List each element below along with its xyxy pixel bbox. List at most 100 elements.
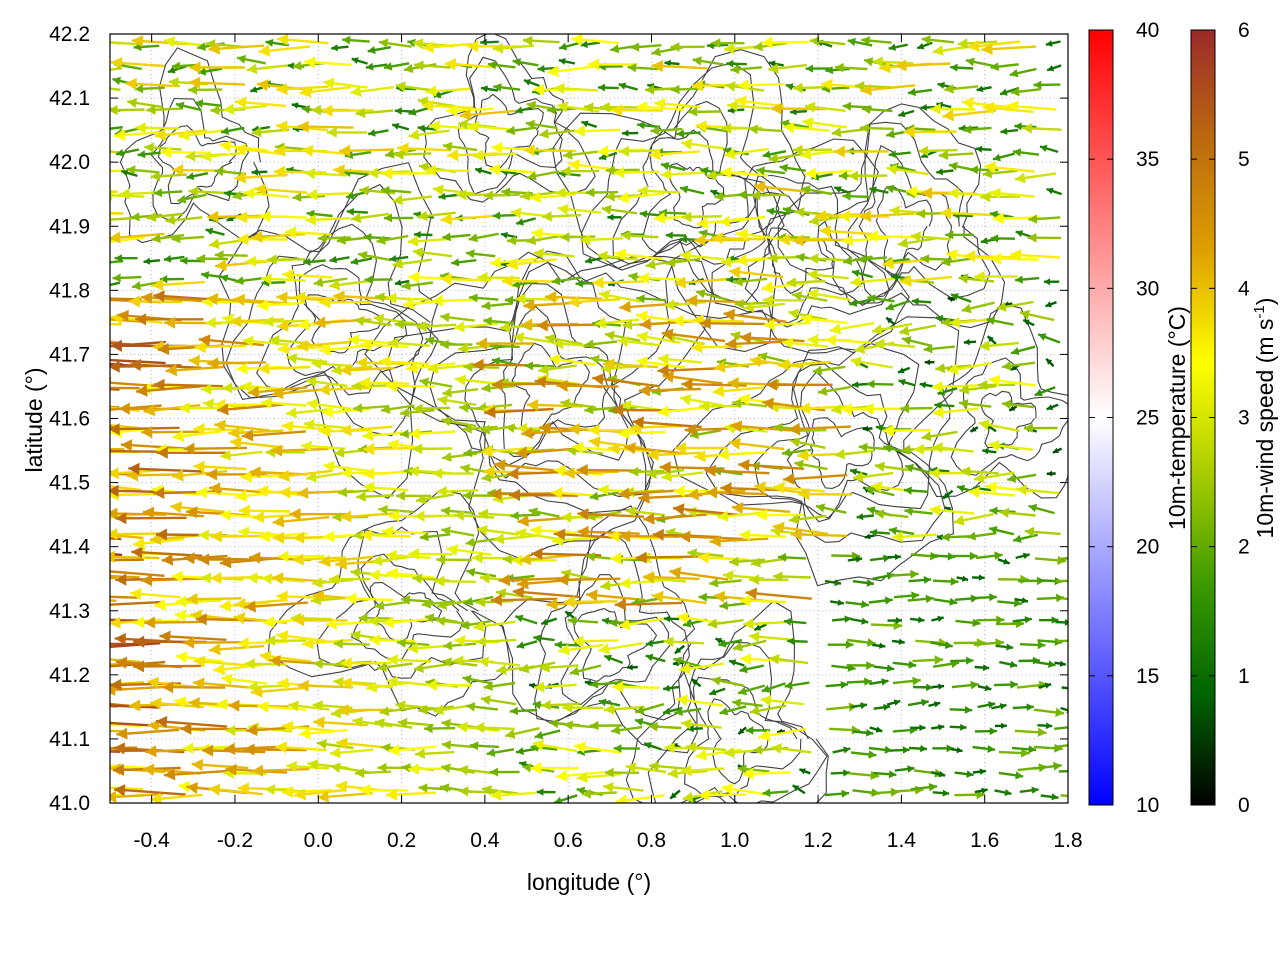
wind-vector-head (731, 502, 744, 515)
wind-vector-head (852, 381, 859, 389)
wind-vector-head (413, 247, 424, 258)
wind-vector-head (113, 742, 126, 755)
wind-vector-head (110, 423, 120, 436)
wind-vector-head (700, 166, 709, 175)
wind-vector-head (475, 167, 483, 175)
wind-vector-shaft (745, 591, 812, 600)
wind-vector-head (129, 358, 142, 371)
wind-vector-head (932, 45, 944, 56)
wind-vector-head (304, 168, 316, 180)
wind-vector-head (673, 656, 683, 666)
wind-vector-head (510, 511, 519, 521)
contour-line (875, 185, 933, 276)
wind-vector-head (609, 618, 618, 628)
colorbar-tick-label: 1 (1238, 665, 1250, 688)
wind-vector-head (528, 507, 538, 517)
wind-vector-head (723, 308, 736, 321)
wind-vector-head (110, 616, 121, 629)
wind-vector-head (942, 789, 950, 797)
wind-vector-head (521, 318, 533, 331)
wind-vector-head (537, 64, 545, 73)
wind-vector-head (886, 664, 895, 672)
wind-vector-head (183, 636, 195, 649)
wind-vector-head (844, 615, 852, 623)
wind-vector-head (768, 252, 778, 263)
colorbar-tick-label: 10 (1136, 794, 1159, 817)
wind-vector-head (358, 444, 368, 454)
wind-vector-head (454, 510, 465, 521)
wind-vector-head (131, 546, 143, 559)
wind-vector-head (697, 551, 710, 564)
wind-vector-head (441, 718, 451, 729)
wind-vector-head (489, 767, 499, 777)
wind-vector-head (276, 120, 288, 133)
wind-vector-head (458, 765, 469, 776)
wind-vector-head (220, 509, 232, 522)
wind-vector-head (721, 783, 734, 795)
wind-vector-head (869, 186, 877, 194)
wind-vector-head (520, 190, 531, 201)
wind-vector-head (306, 471, 317, 483)
wind-vector-head (648, 721, 658, 732)
wind-vector-head (636, 310, 648, 323)
wind-vector-head (883, 554, 891, 563)
wind-vector-head (727, 100, 738, 112)
wind-vector-head (738, 728, 745, 735)
wind-vector-head (658, 208, 667, 218)
wind-vector-head (200, 572, 211, 584)
wind-vector-head (217, 403, 229, 416)
contour-line (119, 47, 270, 244)
wind-vector-head (808, 253, 819, 264)
wind-vector-head (988, 374, 1001, 387)
wind-vector-head (532, 739, 544, 751)
wind-vector-head (1045, 301, 1052, 308)
wind-vector-head (246, 63, 258, 75)
wind-vector-head (946, 249, 958, 261)
wind-vector-head (834, 448, 845, 460)
wind-vector-head (605, 191, 615, 202)
wind-vector-head (270, 444, 283, 457)
wind-vector-head (516, 747, 524, 755)
wind-vector-head (860, 83, 872, 96)
wind-vector-head (397, 142, 409, 155)
wind-vector-head (657, 405, 670, 418)
wind-vector-head (1059, 660, 1066, 667)
wind-vector-head (1013, 599, 1022, 608)
wind-vector-head (556, 379, 568, 392)
wind-vector-head (870, 528, 877, 537)
wind-vector-head (638, 384, 650, 397)
wind-vector-head (866, 729, 874, 737)
wind-vector-head (472, 149, 484, 161)
wind-vector-head (860, 702, 868, 710)
wind-vector-head (842, 101, 852, 111)
wind-vector-head (540, 662, 550, 673)
wind-vector-head (276, 590, 288, 603)
wind-vector-head (696, 289, 706, 299)
wind-vector-head (313, 277, 324, 288)
wind-vector-head (237, 54, 246, 64)
wind-vector-head (331, 364, 342, 376)
wind-vector-head (62, 332, 74, 344)
wind-vector-head (447, 149, 459, 162)
wind-vector-head (171, 233, 181, 244)
wind-vector-head (110, 507, 118, 520)
wind-vector-head (379, 38, 389, 48)
wind-vector-head (799, 768, 806, 775)
wind-vector-head (491, 357, 501, 366)
wind-vector-head (312, 577, 323, 589)
wind-vector-head (240, 470, 252, 483)
x-tick-label: 0.8 (637, 829, 666, 852)
wind-vector-head (115, 656, 128, 669)
wind-vector-head (273, 531, 284, 544)
wind-vector-head (524, 361, 533, 371)
wind-vector-head (530, 762, 542, 775)
wind-vector-head (334, 447, 345, 458)
wind-vector-head (375, 600, 385, 611)
wind-vector-head (221, 673, 233, 686)
wind-vector-head (427, 362, 439, 374)
wind-vector-head (196, 254, 205, 264)
wind-vector-head (203, 398, 214, 410)
wind-vector-head (459, 786, 469, 797)
contour-line (501, 505, 698, 754)
wind-vector-head (127, 98, 138, 108)
